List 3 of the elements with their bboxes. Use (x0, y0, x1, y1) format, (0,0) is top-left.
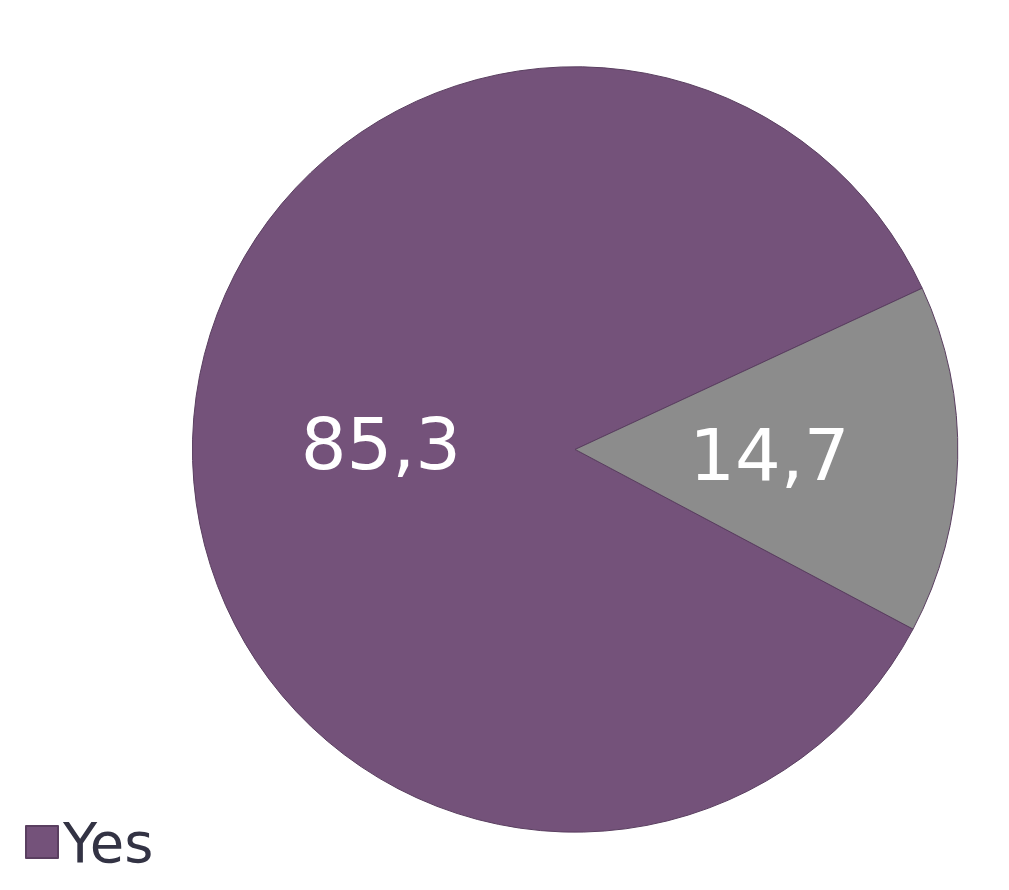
data-label: 85,3 (300, 402, 462, 487)
legend-label: Yes (62, 809, 154, 875)
data-label: 14,7 (689, 412, 850, 497)
